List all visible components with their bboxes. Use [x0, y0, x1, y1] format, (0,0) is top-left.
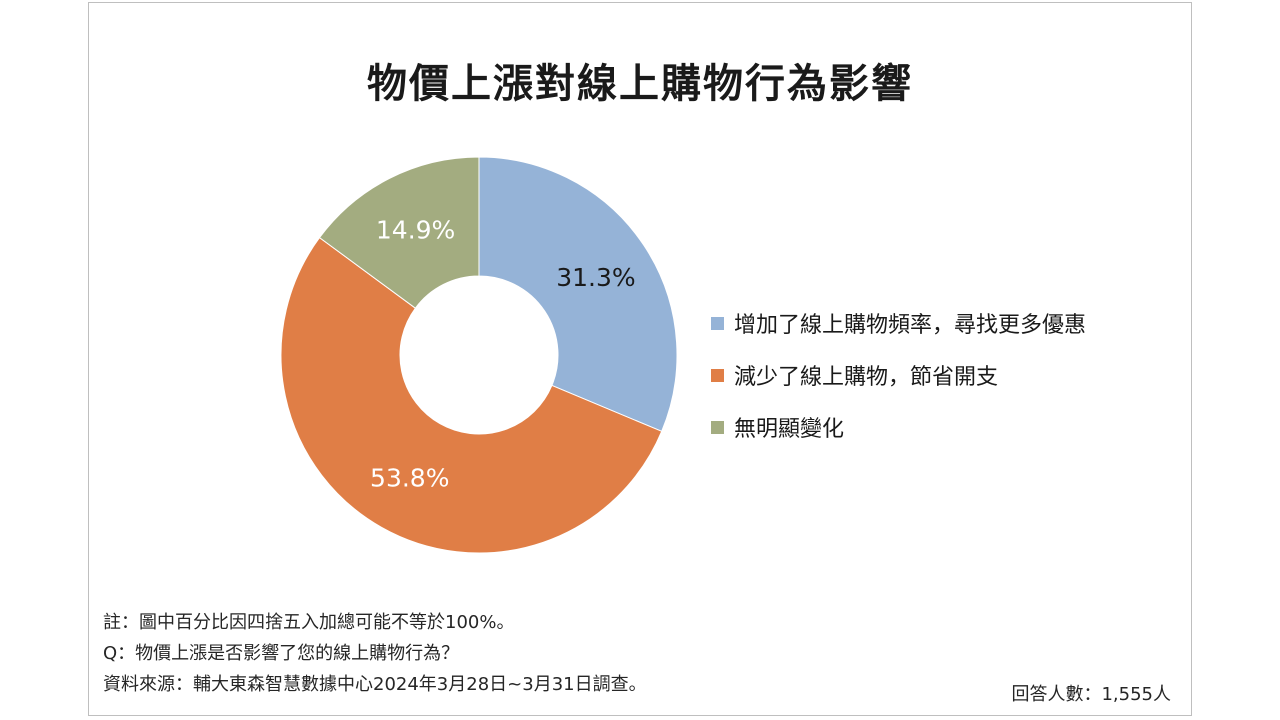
legend-label: 增加了線上購物頻率，尋找更多優惠: [734, 313, 1087, 338]
legend-swatch: [711, 368, 724, 382]
legend-swatch: [711, 316, 724, 330]
footnotes: 註：圖中百分比因四捨五入加總可能不等於100%。 Q：物價上漲是否影響了您的線上…: [103, 607, 647, 700]
legend-label: 減少了線上購物，節省開支: [734, 365, 999, 390]
slice-value-label-2: 53.8%: [370, 463, 449, 492]
footnote-rounding: 註：圖中百分比因四捨五入加總可能不等於100%。: [103, 612, 515, 633]
pie-slice-3: [318, 156, 480, 309]
respondent-count: 回答人數：1,555人: [1011, 684, 1171, 705]
slice-value-label-1: 31.3%: [556, 263, 635, 292]
legend-item-1: 增加了線上購物頻率，尋找更多優惠: [711, 297, 1086, 349]
legend-item-3: 無明顯變化: [711, 401, 1086, 453]
pie-slice-1: [478, 156, 678, 433]
chart-title: 物價上漲對線上購物行為影響: [367, 61, 913, 107]
footnote-source: 資料來源：輔大東森智慧數據中心2024年3月28日~3月31日調查。: [103, 674, 647, 695]
footnote-question: Q：物價上漲是否影響了您的線上購物行為？: [103, 643, 460, 664]
slice-value-label-3: 14.9%: [376, 216, 455, 245]
legend-swatch: [711, 420, 724, 434]
legend-item-2: 減少了線上購物，節省開支: [711, 349, 1086, 401]
legend-label: 無明顯變化: [734, 417, 845, 442]
chart-legend: 增加了線上購物頻率，尋找更多優惠 減少了線上購物，節省開支 無明顯變化: [711, 297, 1086, 453]
pie-slice-2: [280, 236, 663, 554]
donut-chart: 31.3% 53.8% 14.9%: [280, 156, 678, 554]
chart-frame: 物價上漲對線上購物行為影響 31.3% 53.8% 14.9% 增加了線上購物頻率，…: [88, 2, 1192, 716]
